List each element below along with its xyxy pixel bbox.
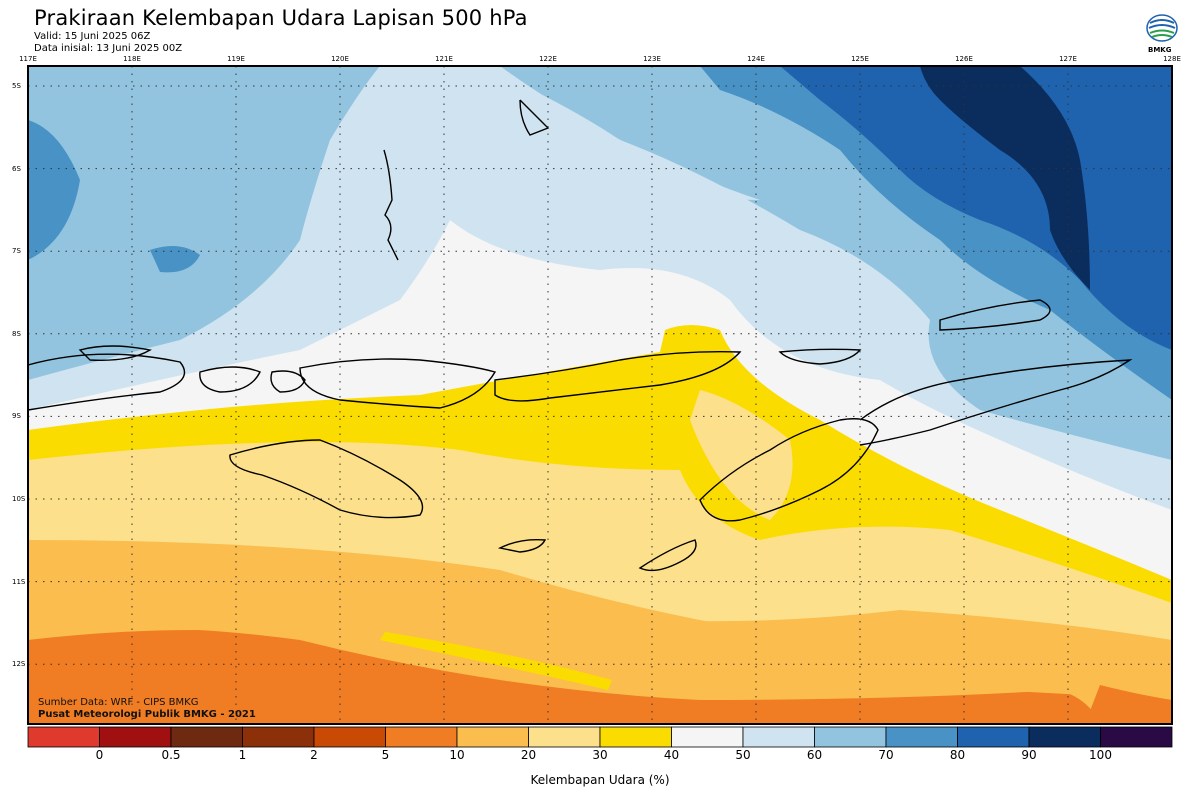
legend-title: Kelembapan Udara (%) — [530, 773, 670, 787]
lon-label: 128E — [1163, 55, 1181, 63]
band-40-strip — [380, 632, 612, 690]
legend-swatch — [385, 726, 458, 748]
coast-sumbawa — [299, 358, 497, 409]
organization-credit: Pusat Meteorologi Publik BMKG - 2021 — [38, 709, 256, 720]
coast-rote — [638, 539, 697, 572]
coast-java-east — [27, 353, 186, 411]
lon-label: 117E — [19, 55, 37, 63]
coast-sawu — [497, 538, 547, 553]
lat-label: 12S — [12, 660, 26, 669]
legend-swatch — [671, 726, 744, 748]
legend-swatch — [456, 726, 529, 748]
lon-label: 124E — [747, 55, 765, 63]
init-time: Data inisial: 13 Juni 2025 00Z — [34, 43, 183, 54]
coast-border-timor — [859, 359, 1133, 446]
lon-label: 125E — [851, 55, 869, 63]
legend-swatch — [599, 726, 672, 748]
legend-tick: 80 — [949, 748, 966, 762]
logo-text: BMKG — [1148, 46, 1172, 54]
lat-label: 6S — [12, 164, 21, 173]
legend-swatch — [957, 726, 1030, 748]
legend-swatch — [313, 726, 386, 748]
coast-wetar — [939, 299, 1051, 331]
legend-tick: 30 — [592, 748, 608, 762]
band-30-40-timor — [690, 390, 793, 520]
legend-swatch — [885, 726, 958, 748]
legend-tick: 70 — [878, 748, 894, 762]
band-20-30-inner — [28, 577, 1172, 700]
legend-tick: 20 — [520, 748, 537, 762]
lon-label: 126E — [955, 55, 973, 63]
lon-label: 122E — [539, 55, 557, 63]
lat-label: 5S — [12, 82, 21, 90]
legend-tick: 2 — [310, 748, 318, 762]
legend-swatch — [814, 726, 887, 748]
legend-swatch — [528, 726, 601, 748]
band-darkest — [920, 66, 1090, 290]
legend-tick: 0.5 — [161, 748, 181, 762]
coast-madura — [78, 345, 152, 361]
legend-swatch — [1028, 726, 1101, 748]
coast-flores — [494, 350, 742, 402]
valid-time: Valid: 15 Juni 2025 06Z — [34, 31, 151, 42]
legend-swatch — [742, 726, 815, 748]
lon-label: 121E — [435, 55, 453, 63]
lon-label: 123E — [643, 55, 661, 63]
legend-swatch — [242, 726, 315, 748]
legend-tick: 10 — [449, 748, 465, 762]
legend-swatch — [170, 726, 243, 748]
coast-timor — [699, 418, 879, 522]
legend-tick: 90 — [1021, 748, 1037, 762]
band-60-70-south-of-sulawesi — [440, 66, 760, 200]
map-frame — [27, 65, 1173, 725]
coast-sulawesi-south — [383, 149, 399, 261]
lon-label: 118E — [123, 55, 141, 63]
legend-tick: 100 — [1089, 748, 1112, 762]
bmkg-logo-icon — [1146, 14, 1178, 42]
coast-bali — [199, 366, 261, 393]
lon-label: 127E — [1059, 55, 1077, 63]
lat-label: 9S — [12, 412, 21, 421]
graticule — [28, 66, 1172, 724]
lat-label: 8S — [12, 329, 21, 338]
band-80-90-west — [28, 120, 80, 260]
coast-buton — [519, 99, 550, 136]
coast-alor — [778, 348, 862, 365]
lat-label: 11S — [12, 577, 26, 586]
legend-swatch — [1100, 726, 1173, 748]
legend-swatch — [27, 726, 100, 748]
humidity-field — [28, 66, 1172, 724]
band-80-90-west2 — [150, 246, 200, 273]
legend-tick: 1 — [238, 748, 247, 762]
coast-lombok — [270, 370, 306, 393]
coastlines — [27, 99, 1133, 572]
data-source: Sumber Data: WRF - CIPS BMKG — [38, 697, 199, 708]
lat-label: 7S — [12, 247, 21, 256]
legend-tick: 40 — [663, 748, 680, 762]
band-orange-corner — [1085, 685, 1172, 724]
legend-tick: 5 — [381, 748, 390, 762]
legend-tick: 0 — [95, 748, 104, 762]
lon-label: 120E — [331, 55, 349, 63]
map-title: Prakiraan Kelembapan Udara Lapisan 500 h… — [34, 6, 528, 30]
lat-label: 10S — [12, 495, 26, 503]
legend-tick: 50 — [735, 748, 751, 762]
legend-colorbar — [27, 726, 1173, 748]
band-90-100 — [780, 66, 1172, 350]
legend-swatch — [99, 726, 172, 748]
coast-sumba — [229, 439, 424, 519]
lon-label: 119E — [227, 55, 245, 63]
legend-tick: 60 — [806, 748, 823, 762]
